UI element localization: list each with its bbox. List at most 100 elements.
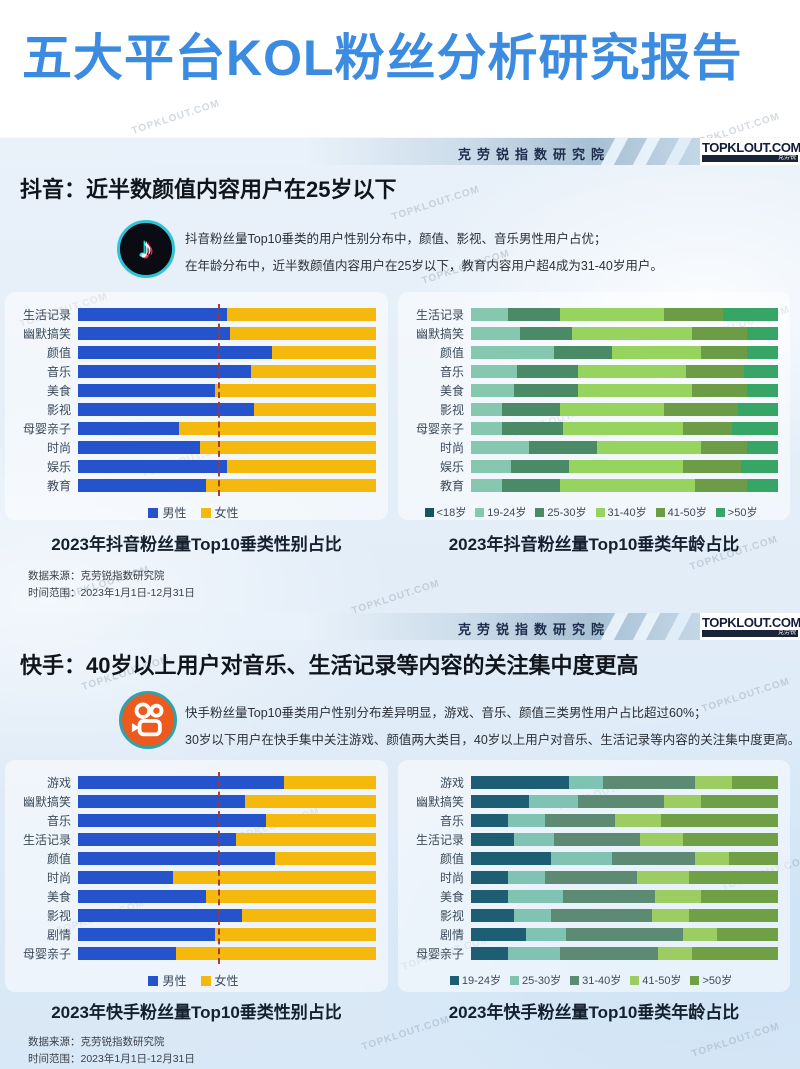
bar-segment [569,776,603,789]
bar-segment [563,422,683,435]
bar-segment [655,890,702,903]
stacked-bar [471,814,778,827]
category-label: 时尚 [46,871,71,885]
bar-segment [664,403,739,416]
bar-segment [664,308,723,321]
legend-swatch-icon [200,975,211,986]
bar-segment [78,852,275,865]
bar-segment [578,365,686,378]
category-label: 颜值 [439,852,464,866]
bar-segment [596,441,702,454]
bar-segment [664,795,702,808]
bar-segment [692,327,748,340]
stacked-bar [78,479,376,492]
chart-row: 生活记录 [404,305,778,324]
bar-segment [471,833,514,846]
bar-segment [471,479,502,492]
watermark: TOPKLOUT.COM [350,578,442,617]
bar-segment [747,327,778,340]
chart-row: 剧情 [11,925,376,944]
stacked-bar [78,871,376,884]
logo-text: TOPKLOUT.COM [702,140,800,155]
bar-segment [636,871,689,884]
stacked-bar [471,460,778,473]
kuaishou-gender-chart: 游戏 幽默搞笑 音乐 生活记录 颜值 时尚 美食 影视 剧情 母婴亲子 [11,772,376,964]
chart-panel-kuaishou-gender: 游戏 幽默搞笑 音乐 生活记录 颜值 时尚 美食 影视 剧情 母婴亲子 男性 女性 [5,760,388,992]
chart-row: 生活记录 [11,305,376,324]
stacked-bar [471,308,778,321]
bar-segment [722,308,778,321]
chart-row: 娱乐 [11,457,376,476]
chart-row: 影视 [404,400,778,419]
legend-label: 41-50岁 [642,975,682,987]
chart-row: 颜值 [404,849,778,868]
category-label: 音乐 [46,814,71,828]
category-label: 时尚 [46,441,71,455]
section-heading-douyin: 抖音：近半数颜值内容用户在25岁以下 [20,177,397,202]
bar-segment [560,308,665,321]
bar-segment [78,890,207,903]
bar-segment [227,460,376,473]
bar-segment [615,814,662,827]
legend-item: 19-24岁 [475,504,526,520]
stacked-bar [78,814,376,827]
douyin-icon: ♪ [117,220,175,278]
category-label: 母婴亲子 [22,947,71,961]
data-source: 数据来源：克劳锐指数研究院 时间范围：2023年1月1日-12月31日 [28,568,195,602]
bar-segment [701,795,778,808]
bar-segment [747,384,778,397]
chart-caption: 2023年抖音粉丝量Top10垂类年龄占比 [448,535,740,554]
brand-bar: 克劳锐指数研究院 TOPKLOUT.COM 克劳锐 [0,613,800,640]
video-camera-icon [131,702,164,737]
category-label: 影视 [46,403,71,417]
institute-name: 克劳锐指数研究院 [458,622,611,637]
bar-segment [471,422,502,435]
legend-swatch-icon [630,975,640,985]
category-label: 音乐 [439,814,464,828]
chart-row: 时尚 [11,868,376,887]
category-label: 时尚 [439,441,464,455]
chart-row: 颜值 [11,849,376,868]
stacked-bar [471,795,778,808]
stacked-bar [471,479,778,492]
category-label: 生活记录 [22,308,71,322]
bar-segment [744,365,778,378]
chart-row: 时尚 [404,868,778,887]
source-line: 数据来源：克劳锐指数研究院 [28,570,165,582]
category-label: 剧情 [439,928,464,942]
stacked-bar [78,346,376,359]
bar-segment [529,441,597,454]
chart-row: 颜值 [11,343,376,362]
bar-segment [501,422,564,435]
bar-segment [471,795,530,808]
bar-segment [553,346,613,359]
chart-row: 时尚 [11,438,376,457]
stacked-bar [471,871,778,884]
stacked-bar [78,947,376,960]
bar-segment [471,776,570,789]
category-label: 影视 [439,909,464,923]
bar-segment [507,308,561,321]
stacked-bar [78,795,376,808]
bar-segment [513,384,579,397]
bar-segment [471,890,508,903]
bar-segment [716,928,778,941]
chart-row: 影视 [11,906,376,925]
chart-row: 音乐 [11,362,376,381]
stacked-bar [471,422,778,435]
bar-segment [229,327,376,340]
category-label: 娱乐 [439,460,464,474]
legend-swatch-icon [200,507,211,518]
bar-segment [471,852,551,865]
legend-swatch-icon [690,975,700,985]
desc-line: 30岁以下用户在快手集中关注游戏、颜值两大类目，40岁以上用户对音乐、生活记录等… [185,733,800,747]
bar-segment [520,327,573,340]
legend-label: 19-24岁 [487,507,527,519]
bar-segment [578,795,665,808]
category-label: 生活记录 [22,833,71,847]
bar-segment [572,327,693,340]
bar-segment [78,909,242,922]
category-label: 颜值 [46,346,71,360]
chart-row: 幽默搞笑 [11,324,376,343]
category-label: 美食 [439,890,464,904]
